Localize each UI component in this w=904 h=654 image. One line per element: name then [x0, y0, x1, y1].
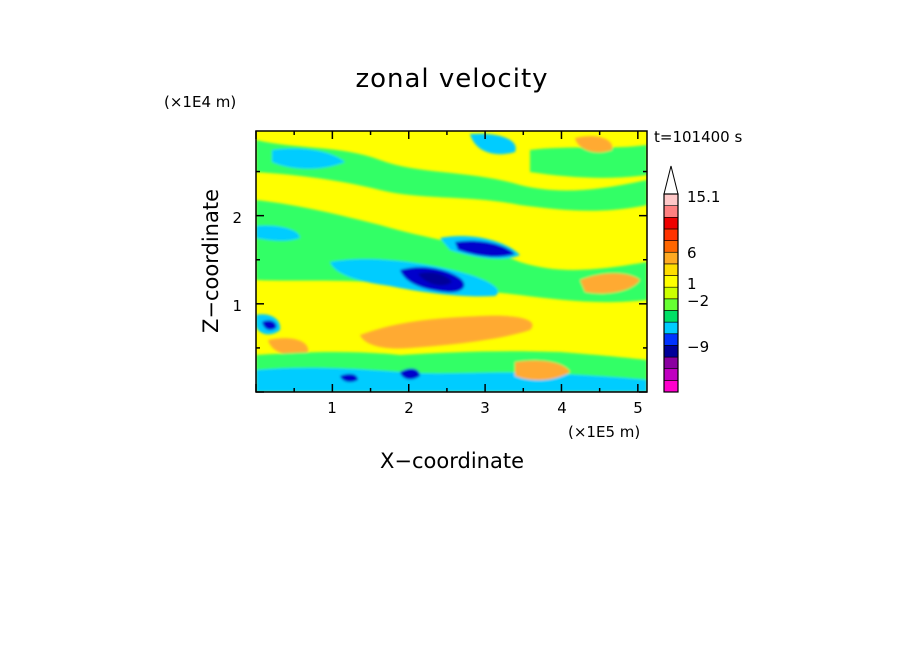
colorbar-segment [663, 310, 679, 323]
contour-field [256, 133, 647, 392]
contour-cyan-top-right [470, 133, 516, 155]
x-tick-label: 3 [480, 399, 490, 417]
y-axis-label: Z−coordinate [199, 189, 223, 333]
contour-blue-left-edge [262, 320, 277, 330]
colorbar-frame [663, 193, 679, 393]
contour-orange-top [575, 136, 613, 153]
x-tick-label: 4 [557, 399, 567, 417]
contour-cyan-left [256, 225, 300, 241]
colorbar-segment [663, 251, 679, 265]
contour-orange-lower [360, 315, 533, 349]
colorbar-segment [663, 333, 679, 346]
colorbar-segment [663, 345, 679, 358]
contour-orange-left [268, 338, 309, 355]
contour-green-top [256, 140, 647, 211]
x-tick-label: 2 [404, 399, 414, 417]
contour-orange-bottom [515, 360, 570, 381]
contour-orange-right [580, 273, 640, 294]
contour-cyan-top [272, 148, 345, 169]
colorbar-segment [663, 275, 679, 288]
x-axis-unit: (×1E5 m) [568, 423, 640, 441]
contour-blue-upper-core [455, 240, 515, 257]
contour-green-upper-right [530, 145, 647, 178]
y-tick-label: 1 [232, 297, 242, 315]
x-ticks [255, 131, 639, 392]
colorbar-label: −9 [687, 338, 709, 356]
contour-blue-bottom [340, 373, 358, 383]
colorbar-segment [663, 193, 679, 206]
colorbar-label: −2 [687, 292, 709, 310]
y-tick-label: 2 [232, 209, 242, 227]
colorbar-segment [663, 216, 679, 230]
colorbar-label: 15.1 [687, 188, 720, 206]
colorbar-segment [663, 298, 679, 311]
x-tick-label: 5 [633, 399, 643, 417]
colorbar-segment [663, 263, 679, 276]
colorbar-label: 6 [687, 244, 697, 262]
plot-area [256, 131, 647, 392]
chart-title: zonal velocity [355, 64, 548, 94]
contour-blue-bottom-2 [400, 368, 420, 380]
colorbar-segment [663, 286, 679, 300]
x-tick-label: 1 [327, 399, 337, 417]
colorbar-segment [663, 356, 679, 370]
colorbar [663, 165, 679, 393]
x-axis-label: X−coordinate [380, 449, 524, 473]
colorbar-extend-arrow [663, 165, 679, 195]
y-axis-unit: (×1E4 m) [164, 93, 236, 111]
plot-frame [255, 130, 648, 393]
colorbar-segment [663, 368, 679, 381]
colorbar-segment [663, 228, 679, 241]
time-label: t=101400 s [654, 128, 742, 146]
colorbar-segment [663, 321, 679, 335]
colorbar-segment [663, 205, 679, 218]
contour-navy-core [418, 272, 452, 286]
colorbar-segment [663, 380, 679, 393]
colorbar-segment [663, 240, 679, 253]
y-ticks [256, 170, 647, 393]
colorbar-label: 1 [687, 275, 697, 293]
